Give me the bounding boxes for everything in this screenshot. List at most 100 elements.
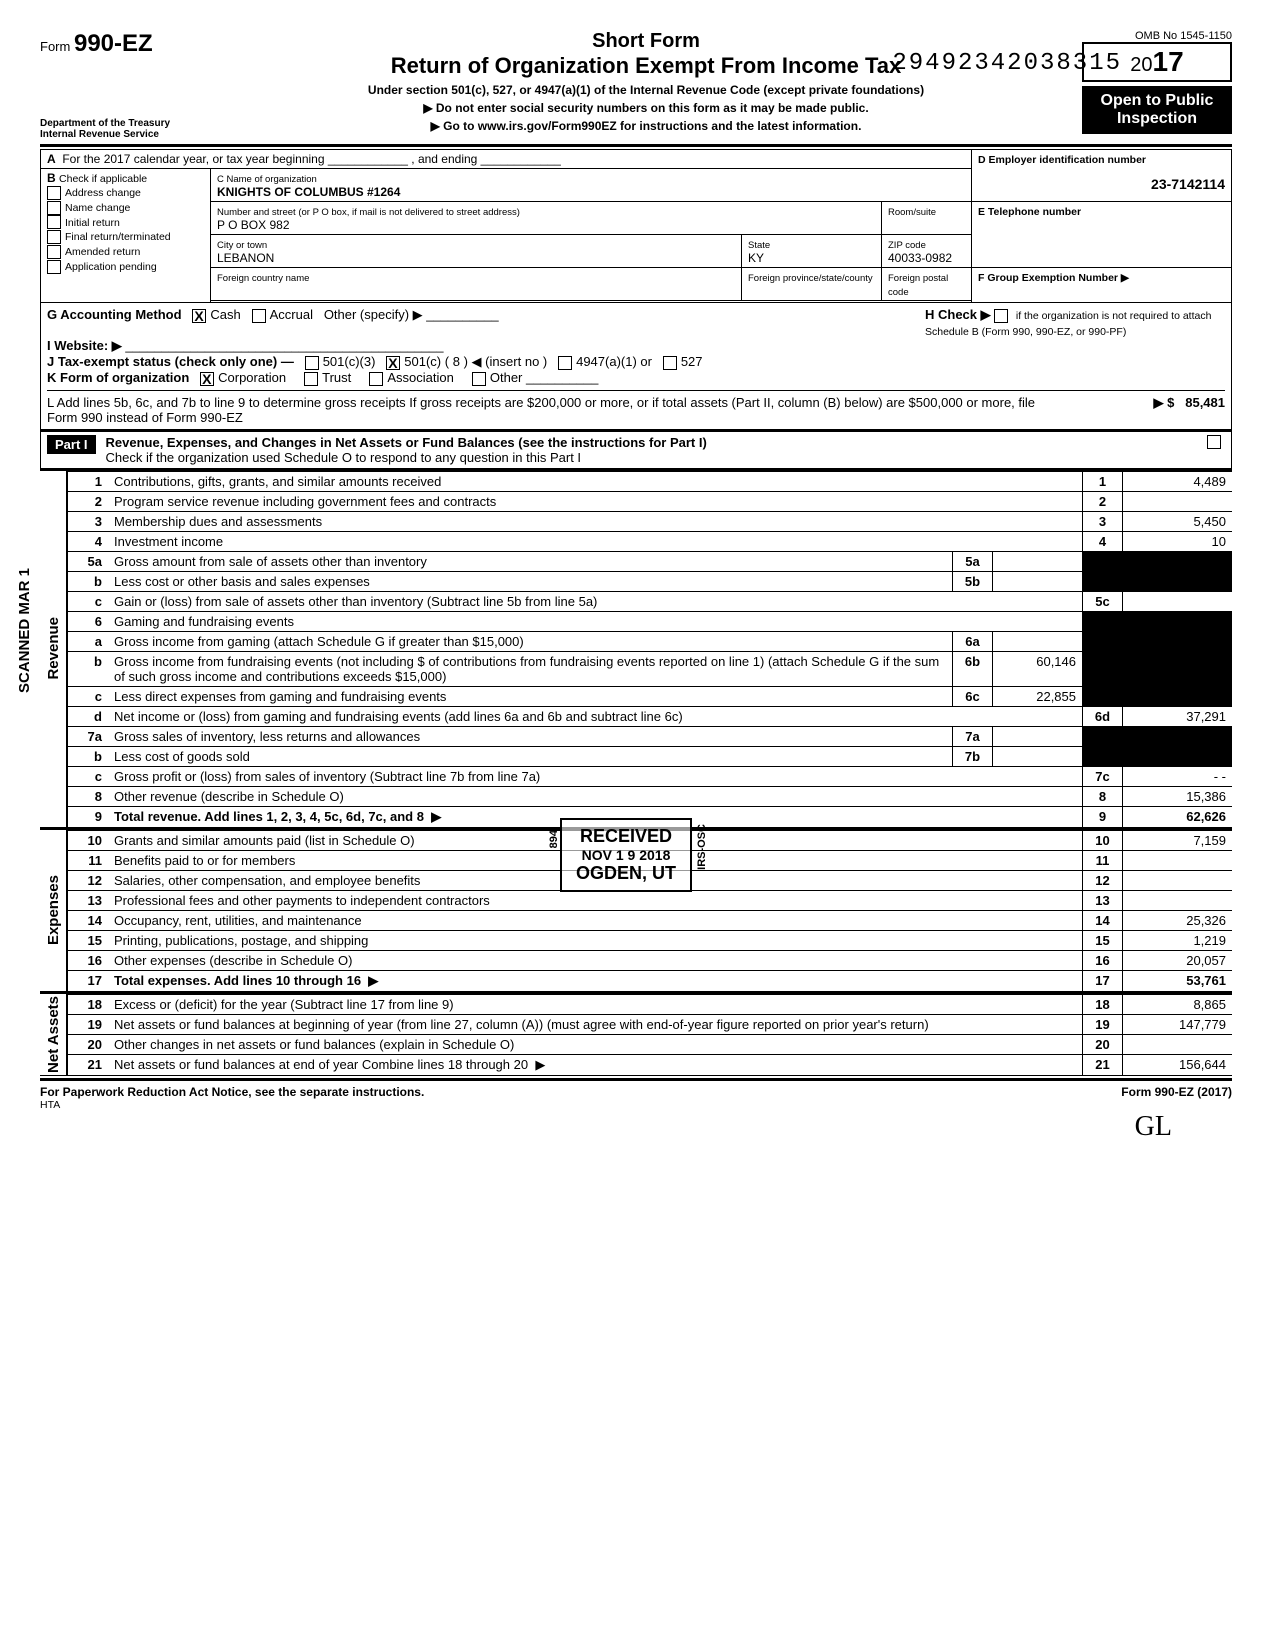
g-other: Other (specify) xyxy=(324,307,409,322)
j-527: 527 xyxy=(681,354,703,369)
chk-corp[interactable] xyxy=(200,372,214,386)
form-header: Form 990-EZ Department of the Treasury I… xyxy=(40,30,1232,140)
c-label: C Name of organization xyxy=(217,174,317,185)
h-label: H Check ▶ xyxy=(925,307,991,322)
line-16-desc: Other expenses (describe in Schedule O) xyxy=(108,951,1082,970)
b-opt-4: Amended return xyxy=(65,246,140,258)
year-value: 17 xyxy=(1153,46,1184,77)
line-18-amt: 8,865 xyxy=(1122,995,1232,1014)
line-2-desc: Program service revenue including govern… xyxy=(108,492,1082,511)
b-opt-0: Address change xyxy=(65,187,141,199)
chk-cash[interactable] xyxy=(192,309,206,323)
org-zip: 40033-0982 xyxy=(888,251,952,265)
chk-schedule-o[interactable] xyxy=(1207,435,1221,449)
line-15-amt: 1,219 xyxy=(1122,931,1232,950)
line-11-amt xyxy=(1122,851,1232,870)
chk-name-change[interactable] xyxy=(47,201,61,215)
fc-label: Foreign country name xyxy=(217,273,309,284)
j-insert: ) ◀ (insert no ) xyxy=(464,354,548,369)
received-stamp: RECEIVED 894NOV 1 9 2018IRS-OSC OGDEN, U… xyxy=(560,818,692,892)
part1-header: Part I Revenue, Expenses, and Changes in… xyxy=(40,430,1232,469)
line-5b-mid xyxy=(992,572,1082,591)
b-opt-1: Name change xyxy=(65,202,130,214)
chk-assoc[interactable] xyxy=(369,372,383,386)
irs-label: Internal Revenue Service xyxy=(40,129,210,140)
chk-h[interactable] xyxy=(994,309,1008,323)
pra-notice: For Paperwork Reduction Act Notice, see … xyxy=(40,1085,424,1099)
chk-accrual[interactable] xyxy=(252,309,266,323)
line-6-desc: Gaming and fundraising events xyxy=(108,612,1082,631)
chk-address-change[interactable] xyxy=(47,186,61,200)
k-assoc: Association xyxy=(387,370,453,385)
chk-other-org[interactable] xyxy=(472,372,486,386)
expenses-block: Expenses 10Grants and similar amounts pa… xyxy=(40,828,1232,992)
chk-application-pending[interactable] xyxy=(47,260,61,274)
line-a-end: , and ending xyxy=(411,152,477,166)
chk-amended-return[interactable] xyxy=(47,245,61,259)
line-5b-box: 5b xyxy=(952,572,992,591)
line-19-desc: Net assets or fund balances at beginning… xyxy=(108,1015,1082,1034)
line-6d-desc: Net income or (loss) from gaming and fun… xyxy=(108,707,1082,726)
line-7a-mid xyxy=(992,727,1082,746)
b-opt-3: Final return/terminated xyxy=(65,231,171,243)
dept-treasury: Department of the Treasury xyxy=(40,118,210,129)
line-5a-desc: Gross amount from sale of assets other t… xyxy=(108,552,952,571)
chk-4947[interactable] xyxy=(558,356,572,370)
chk-initial-return[interactable] xyxy=(47,215,61,229)
line-8-desc: Other revenue (describe in Schedule O) xyxy=(108,787,1082,806)
line-13-desc: Professional fees and other payments to … xyxy=(108,891,1082,910)
open-line1: Open to Public xyxy=(1082,92,1232,110)
note-ssn: ▶ Do not enter social security numbers o… xyxy=(220,101,1072,115)
omb-number: OMB No 1545-1150 xyxy=(1135,30,1232,42)
line-a-begin: For the 2017 calendar year, or tax year … xyxy=(62,152,324,166)
l-amount: 85,481 xyxy=(1185,395,1225,410)
chk-527[interactable] xyxy=(663,356,677,370)
revenue-label: Revenue xyxy=(45,617,62,680)
chk-501c[interactable] xyxy=(386,356,400,370)
k-corp: Corporation xyxy=(218,370,286,385)
org-city: LEBANON xyxy=(217,251,274,265)
scanned-stamp: SCANNED MAR 1 xyxy=(16,568,33,693)
part1-title: Revenue, Expenses, and Changes in Net As… xyxy=(106,435,707,450)
part1-check-text: Check if the organization used Schedule … xyxy=(106,450,582,465)
header-right: OMB No 1545-1150 2017 Open to Public Ins… xyxy=(1082,30,1232,134)
line-7c-desc: Gross profit or (loss) from sales of inv… xyxy=(108,767,1082,786)
g-cash: Cash xyxy=(210,307,240,322)
hta-label: HTA xyxy=(40,1099,1232,1111)
k-other: Other xyxy=(490,370,523,385)
line-15-desc: Printing, publications, postage, and shi… xyxy=(108,931,1082,950)
entity-info-table: A For the 2017 calendar year, or tax yea… xyxy=(40,149,1232,303)
k-label: K Form of organization xyxy=(47,370,189,385)
line-1-amt: 4,489 xyxy=(1122,472,1232,491)
chk-501c3[interactable] xyxy=(305,356,319,370)
j-501c: 501(c) ( xyxy=(404,354,449,369)
expenses-label: Expenses xyxy=(45,875,62,945)
b-label: Check if applicable xyxy=(59,173,147,185)
k-trust: Trust xyxy=(322,370,351,385)
subtitle: Under section 501(c), 527, or 4947(a)(1)… xyxy=(220,83,1072,97)
line-6c-desc: Less direct expenses from gaming and fun… xyxy=(108,687,952,706)
line-6a-box: 6a xyxy=(952,632,992,651)
year-prefix: 20 xyxy=(1130,54,1152,76)
d-label: D Employer identification number xyxy=(978,154,1146,166)
line-18-desc: Excess or (deficit) for the year (Subtra… xyxy=(108,995,1082,1014)
line-1-desc: Contributions, gifts, grants, and simila… xyxy=(108,472,1082,491)
line-7b-mid xyxy=(992,747,1082,766)
line-5a-mid xyxy=(992,552,1082,571)
state-label: State xyxy=(748,240,770,251)
stamp-code: 894 xyxy=(548,830,560,848)
side-revenue: Revenue xyxy=(40,471,68,827)
line-6c-mid: 22,855 xyxy=(992,687,1082,706)
chk-final-return[interactable] xyxy=(47,230,61,244)
b-opt-5: Application pending xyxy=(65,261,157,273)
arrow-icon: ▶ xyxy=(368,973,378,988)
line-6a-mid xyxy=(992,632,1082,651)
g-label: G Accounting Method xyxy=(47,307,182,322)
chk-trust[interactable] xyxy=(304,372,318,386)
line-6b-box: 6b xyxy=(952,652,992,686)
line-8-amt: 15,386 xyxy=(1122,787,1232,806)
line-12-amt xyxy=(1122,871,1232,890)
form-number: 990-EZ xyxy=(74,30,153,57)
line-14-desc: Occupancy, rent, utilities, and maintena… xyxy=(108,911,1082,930)
stamp-where: OGDEN, UT xyxy=(576,863,676,884)
